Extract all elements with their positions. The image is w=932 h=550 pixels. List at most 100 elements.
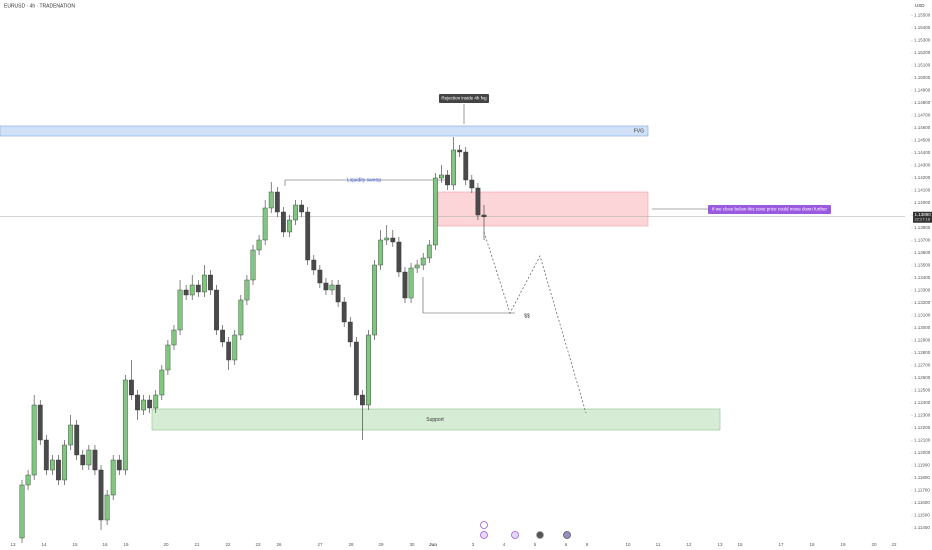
candle-body [481, 214, 487, 217]
candle-body [116, 459, 122, 471]
candle-body [31, 404, 37, 476]
y-tick-label: 1.13100 [914, 313, 931, 318]
event-icon [480, 521, 488, 529]
zone-label: FVG [634, 128, 644, 134]
y-tick-label: 1.12600 [914, 375, 931, 380]
projection-path [483, 231, 587, 414]
x-tick-label: 9 [586, 542, 589, 547]
candle-body [262, 207, 268, 241]
y-tick-label: 1.15400 [914, 25, 931, 30]
candle-body [372, 264, 377, 336]
y-tick-label: 1.14000 [914, 200, 931, 205]
candle-body [189, 284, 195, 296]
y-tick-label: 1.15100 [914, 63, 931, 68]
y-tick-label: 1.12400 [914, 400, 931, 405]
candle-body [341, 301, 347, 323]
zone [0, 125, 649, 137]
x-tick-label: Jun [429, 542, 437, 547]
candle-body [104, 494, 110, 521]
candle-body [268, 191, 274, 209]
y-tick-label: 1.13500 [914, 263, 931, 268]
candle-body [208, 274, 213, 291]
candle-body [19, 484, 25, 539]
candle-body [153, 394, 159, 409]
x-tick-label: 15 [737, 542, 743, 547]
candle-body [177, 289, 183, 331]
candle-body [92, 449, 98, 471]
last-price-label: 1.13890 [915, 212, 932, 217]
y-tick-label: 1.11700 [914, 488, 930, 493]
y-tick-label: 1.14900 [914, 88, 931, 93]
last-price-box [913, 211, 932, 223]
candle-body [25, 474, 31, 486]
x-tick-label: 13 [10, 542, 16, 547]
y-tick-label: 1.13800 [914, 225, 931, 230]
candle-body [135, 394, 140, 411]
candle-body [171, 329, 177, 346]
x-tick-label: 19 [840, 542, 846, 547]
candle-body [37, 404, 43, 441]
candle-body [451, 149, 457, 186]
candle-body [323, 282, 329, 291]
candle-body [329, 284, 335, 291]
y-tick-label: 1.11900 [914, 463, 930, 468]
x-tick-label: 20 [871, 542, 877, 547]
candle-body [360, 394, 365, 406]
y-tick-label: 1.12500 [914, 388, 931, 393]
zone-label: Support [426, 417, 444, 423]
y-tick-label: 1.13300 [914, 288, 931, 293]
y-tick-label: 1.15000 [914, 75, 931, 80]
zone [151, 408, 721, 431]
y-tick-label: 1.11800 [914, 475, 930, 480]
candle-body [317, 269, 323, 284]
y-tick-label: 1.14600 [914, 125, 931, 130]
y-tick-label: 1.12700 [914, 363, 931, 368]
zone [437, 191, 649, 227]
x-tick-label: 22 [891, 542, 897, 547]
candle-body [311, 259, 317, 271]
candle-body [110, 459, 116, 496]
event-icon [511, 531, 519, 539]
level-label: $$ [524, 313, 530, 319]
y-tick-label: 1.13000 [914, 325, 931, 330]
x-tick-label: 21 [194, 542, 200, 547]
y-tick-label: 1.12800 [914, 350, 931, 355]
candle-body [353, 341, 359, 396]
candle-body [74, 424, 80, 456]
currency-label: USD [915, 3, 925, 8]
y-tick-label: 1.14300 [914, 163, 931, 168]
y-tick-label: 1.13400 [914, 275, 931, 280]
x-tick-label: 26 [276, 542, 282, 547]
event-icon [536, 531, 544, 539]
y-tick-label: 1.15300 [914, 38, 931, 43]
candle-body [287, 219, 292, 233]
zones: FVG Support Liquidity sweep $$ [0, 125, 905, 431]
candle-body [86, 449, 92, 466]
candle-body [414, 264, 420, 269]
y-tick-label: 1.14500 [914, 138, 931, 143]
x-tick-label: 22 [225, 542, 231, 547]
callout-text: If we close below this zone price could … [712, 207, 828, 212]
y-tick-label: 1.13700 [914, 238, 931, 243]
candle-body [220, 329, 226, 343]
candle-body [141, 399, 146, 411]
candle-body [280, 211, 286, 233]
candle-body [366, 334, 371, 406]
x-tick-label: 29 [378, 542, 384, 547]
candle-body [439, 174, 444, 179]
callout-box [708, 205, 831, 214]
candle-body [293, 204, 298, 221]
event-icons [480, 521, 571, 539]
candle-body [80, 454, 86, 466]
level-label: Liquidity sweep [347, 177, 381, 183]
candle-body [402, 271, 408, 299]
chart-title: EURUSD · 4h · TRADENATION [4, 3, 75, 9]
candle-body [305, 211, 311, 261]
y-tick-label: 1.12100 [914, 438, 931, 443]
candle-body [165, 344, 171, 371]
candle-body [274, 191, 280, 213]
x-tick-label: 3 [472, 542, 475, 547]
x-tick-label: 27 [317, 542, 323, 547]
candles [19, 137, 487, 543]
